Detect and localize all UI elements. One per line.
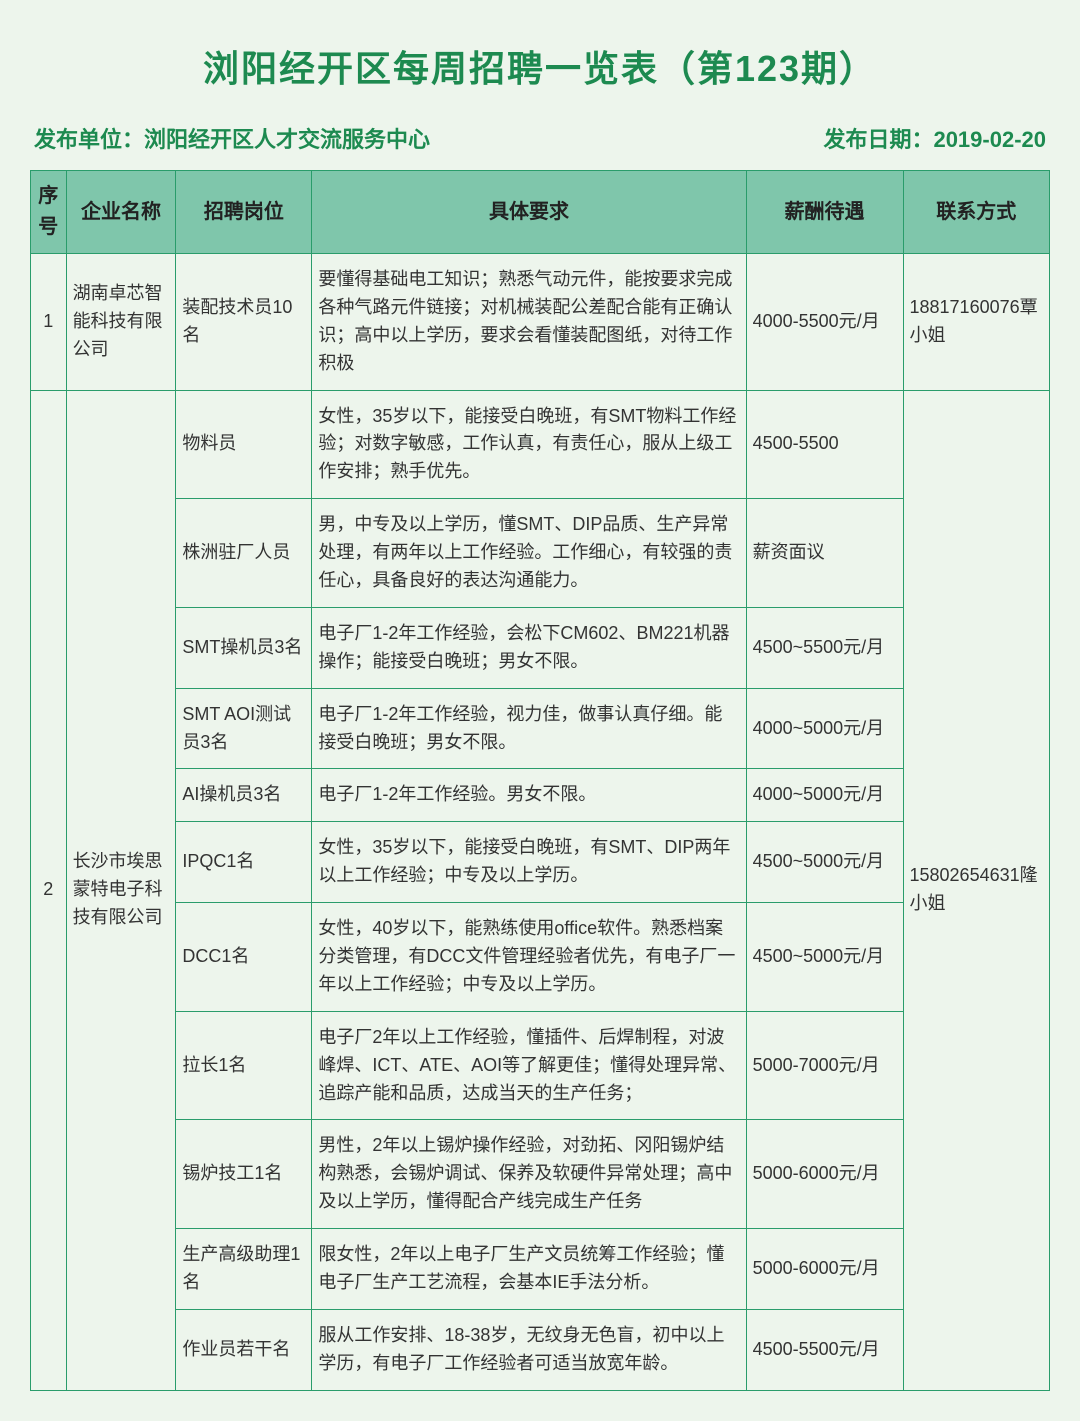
cell-salary: 5000-6000元/月: [746, 1229, 903, 1310]
cell-salary: 4500~5000元/月: [746, 822, 903, 903]
cell-requirement: 男，中专及以上学历，懂SMT、DIP品质、生产异常处理，有两年以上工作经验。工作…: [312, 499, 746, 608]
cell-position: 锡炉技工1名: [176, 1120, 312, 1229]
meta-row: 发布单位：浏阳经开区人才交流服务中心 发布日期：2019-02-20: [30, 122, 1050, 154]
cell-requirement: 要懂得基础电工知识；熟悉气动元件，能按要求完成各种气路元件链接；对机械装配公差配…: [312, 254, 746, 391]
table-row: 株洲驻厂人员 男，中专及以上学历，懂SMT、DIP品质、生产异常处理，有两年以上…: [31, 499, 1050, 608]
cell-salary: 5000-7000元/月: [746, 1011, 903, 1120]
cell-requirement: 男性，2年以上锡炉操作经验，对劲拓、冈阳锡炉结构熟悉，会锡炉调试、保养及软硬件异…: [312, 1120, 746, 1229]
cell-position: 物料员: [176, 390, 312, 499]
cell-salary: 4000-5500元/月: [746, 254, 903, 391]
header-contact: 联系方式: [903, 171, 1050, 254]
cell-requirement: 电子厂1-2年工作经验，视力佳，做事认真仔细。能接受白晚班；男女不限。: [312, 688, 746, 769]
cell-position: SMT AOI测试员3名: [176, 688, 312, 769]
table-header-row: 序号 企业名称 招聘岗位 具体要求 薪酬待遇 联系方式: [31, 171, 1050, 254]
table-row: 作业员若干名 服从工作安排、18-38岁，无纹身无色盲，初中以上学历，有电子厂工…: [31, 1309, 1050, 1390]
cell-requirement: 电子厂1-2年工作经验，会松下CM602、BM221机器操作；能接受白晚班；男女…: [312, 607, 746, 688]
cell-contact: 15802654631隆小姐: [903, 390, 1050, 1390]
cell-seq: 1: [31, 254, 67, 391]
cell-position: AI操机员3名: [176, 769, 312, 822]
table-row: IPQC1名 女性，35岁以下，能接受白晚班，有SMT、DIP两年以上工作经验；…: [31, 822, 1050, 903]
cell-salary: 4000~5000元/月: [746, 769, 903, 822]
publisher-label: 发布单位：浏阳经开区人才交流服务中心: [34, 122, 430, 154]
cell-position: 作业员若干名: [176, 1309, 312, 1390]
table-row: 拉长1名 电子厂2年以上工作经验，懂插件、后焊制程，对波峰焊、ICT、ATE、A…: [31, 1011, 1050, 1120]
cell-position: 拉长1名: [176, 1011, 312, 1120]
cell-requirement: 女性，35岁以下，能接受白晚班，有SMT、DIP两年以上工作经验；中专及以上学历…: [312, 822, 746, 903]
cell-position: 装配技术员10名: [176, 254, 312, 391]
cell-salary: 薪资面议: [746, 499, 903, 608]
cell-contact: 18817160076覃小姐: [903, 254, 1050, 391]
header-company: 企业名称: [66, 171, 176, 254]
cell-position: IPQC1名: [176, 822, 312, 903]
cell-salary: 4500~5000元/月: [746, 903, 903, 1012]
cell-salary: 5000-6000元/月: [746, 1120, 903, 1229]
cell-seq: 2: [31, 390, 67, 1390]
publish-date-label: 发布日期：2019-02-20: [823, 122, 1046, 154]
cell-requirement: 女性，35岁以下，能接受白晚班，有SMT物料工作经验；对数字敏感，工作认真，有责…: [312, 390, 746, 499]
table-row: SMT操机员3名 电子厂1-2年工作经验，会松下CM602、BM221机器操作；…: [31, 607, 1050, 688]
table-row: SMT AOI测试员3名 电子厂1-2年工作经验，视力佳，做事认真仔细。能接受白…: [31, 688, 1050, 769]
header-requirement: 具体要求: [312, 171, 746, 254]
table-row: AI操机员3名 电子厂1-2年工作经验。男女不限。 4000~5000元/月: [31, 769, 1050, 822]
cell-position: 株洲驻厂人员: [176, 499, 312, 608]
table-row: 生产高级助理1名 限女性，2年以上电子厂生产文员统筹工作经验；懂电子厂生产工艺流…: [31, 1229, 1050, 1310]
table-row: 1 湖南卓芯智能科技有限公司 装配技术员10名 要懂得基础电工知识；熟悉气动元件…: [31, 254, 1050, 391]
cell-salary: 4500-5500: [746, 390, 903, 499]
table-row: DCC1名 女性，40岁以下，能熟练使用office软件。熟悉档案分类管理，有D…: [31, 903, 1050, 1012]
cell-company: 长沙市埃思蒙特电子科技有限公司: [66, 390, 176, 1390]
cell-position: DCC1名: [176, 903, 312, 1012]
cell-salary: 4500-5500元/月: [746, 1309, 903, 1390]
recruitment-table: 序号 企业名称 招聘岗位 具体要求 薪酬待遇 联系方式 1 湖南卓芯智能科技有限…: [30, 170, 1050, 1391]
table-row: 锡炉技工1名 男性，2年以上锡炉操作经验，对劲拓、冈阳锡炉结构熟悉，会锡炉调试、…: [31, 1120, 1050, 1229]
cell-requirement: 服从工作安排、18-38岁，无纹身无色盲，初中以上学历，有电子厂工作经验者可适当…: [312, 1309, 746, 1390]
cell-requirement: 电子厂1-2年工作经验。男女不限。: [312, 769, 746, 822]
cell-requirement: 电子厂2年以上工作经验，懂插件、后焊制程，对波峰焊、ICT、ATE、AOI等了解…: [312, 1011, 746, 1120]
cell-position: SMT操机员3名: [176, 607, 312, 688]
cell-salary: 4000~5000元/月: [746, 688, 903, 769]
cell-salary: 4500~5500元/月: [746, 607, 903, 688]
header-seq: 序号: [31, 171, 67, 254]
cell-requirement: 限女性，2年以上电子厂生产文员统筹工作经验；懂电子厂生产工艺流程，会基本IE手法…: [312, 1229, 746, 1310]
table-row: 2 长沙市埃思蒙特电子科技有限公司 物料员 女性，35岁以下，能接受白晚班，有S…: [31, 390, 1050, 499]
cell-company: 湖南卓芯智能科技有限公司: [66, 254, 176, 391]
page-title: 浏阳经开区每周招聘一览表（第123期）: [30, 40, 1050, 92]
cell-position: 生产高级助理1名: [176, 1229, 312, 1310]
cell-requirement: 女性，40岁以下，能熟练使用office软件。熟悉档案分类管理，有DCC文件管理…: [312, 903, 746, 1012]
header-salary: 薪酬待遇: [746, 171, 903, 254]
header-position: 招聘岗位: [176, 171, 312, 254]
